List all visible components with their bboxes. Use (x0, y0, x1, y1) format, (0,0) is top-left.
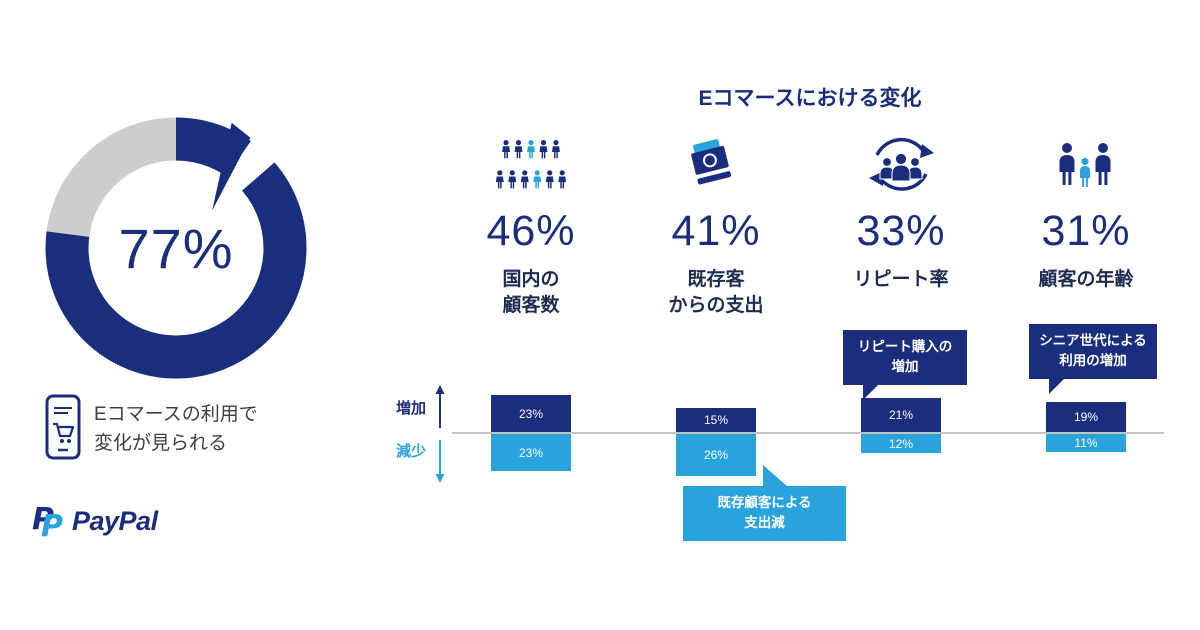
bar-down-domestic-customers: 23% (491, 434, 571, 471)
donut-percent-label: 77% (118, 216, 234, 280)
bar-up-existing-spend: 15% (676, 408, 756, 432)
decrease-axis-label: 減少 (395, 443, 426, 460)
bar-down-customer-age: 11% (1046, 434, 1126, 452)
stat-percent: 31% (1041, 207, 1131, 255)
donut-chart: 77% (40, 112, 312, 384)
bar-value-label: 11% (1074, 436, 1098, 450)
stat-percent: 46% (486, 207, 576, 255)
family-ages-icon (1059, 143, 1111, 187)
stat-label: 顧客の年齢 (1038, 269, 1134, 290)
bar-value-label: 19% (1073, 410, 1099, 424)
bar-value-label: 12% (888, 436, 914, 451)
callout-repeat-purchase: リピート購入の 増加 (843, 330, 967, 399)
callout-spending-decrease: 既存顧客による 支出減 (683, 465, 846, 541)
bar-value-label: 23% (518, 406, 544, 421)
paypal-monogram-icon: P P (32, 502, 63, 542)
paypal-logo: P P PayPal (32, 500, 158, 542)
bar-value-label: 15% (703, 413, 729, 427)
money-bills-icon (691, 139, 732, 185)
customers-group-icon (495, 140, 567, 189)
phone-shopping-icon (45, 394, 81, 460)
repeat-cycle-icon (869, 137, 934, 191)
axis-arrows-icon (435, 385, 445, 483)
hero-caption: Eコマースの利用で 変化が見られる (94, 404, 258, 455)
stat-label: 国内の 顧客数 (502, 269, 560, 316)
bar-value-label: 23% (518, 445, 544, 460)
stat-column-existing-customer-spend: 41% 既存客 からの支出 (626, 132, 806, 318)
stat-column-repeat-rate: 33% リピート率 (811, 132, 991, 293)
stat-column-customer-age: 31% 顧客の年齢 (996, 132, 1176, 293)
paypal-wordmark: PayPal (72, 505, 158, 536)
bar-down-existing-spend: 26% (676, 434, 756, 476)
bar-down-repeat-rate: 12% (861, 434, 941, 453)
stat-percent: 33% (856, 207, 946, 255)
bar-value-label: 26% (703, 448, 729, 462)
svg-text:P: P (32, 502, 54, 537)
bar-value-label: 21% (888, 408, 914, 422)
svg-text:P: P (41, 509, 63, 542)
donut-ring-icon (45, 117, 307, 379)
page-title: Eコマースにおける変化 (698, 87, 922, 110)
stat-column-domestic-customers: 46% 国内の 顧客数 (441, 132, 621, 318)
chart-baseline (452, 432, 1164, 434)
increase-axis-label: 増加 (395, 400, 426, 417)
stat-percent: 41% (671, 207, 761, 255)
stat-label: 既存客 からの支出 (668, 269, 764, 316)
bar-up-repeat-rate: 21% (861, 398, 941, 432)
stat-label: リピート率 (853, 269, 949, 290)
bar-up-domestic-customers: 23% (491, 395, 571, 432)
callout-senior-usage: シニア世代による 利用の増加 (1029, 324, 1157, 393)
bar-up-customer-age: 19% (1046, 402, 1126, 432)
